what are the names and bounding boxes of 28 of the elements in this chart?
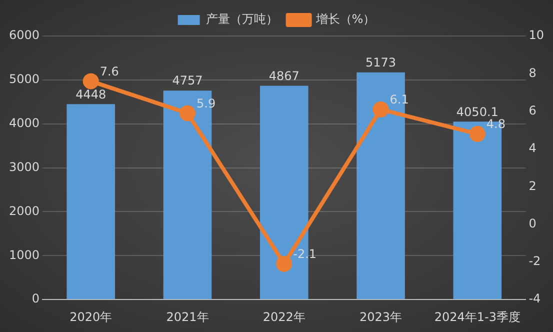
y2-tick-label: 2	[528, 178, 536, 193]
y2-tick-label: -4	[528, 292, 541, 306]
legend-label: 产量（万吨）	[206, 12, 278, 26]
data-label: 4867	[268, 68, 300, 83]
y2-tick-label: 6	[528, 103, 536, 118]
y2-tick-label: -2	[528, 254, 541, 268]
legend-label: 增长（%）	[314, 12, 376, 26]
data-label: 5173	[366, 55, 396, 70]
y-tick-label: 3000	[8, 160, 40, 174]
y-tick-label: 0	[32, 292, 40, 306]
y2-tick-label: 4	[528, 141, 536, 156]
data-label: 4757	[172, 74, 203, 88]
data-label: 4448	[76, 87, 106, 102]
x-tick-label: 2024年1-3季度	[434, 310, 520, 324]
y2-tick-label: 8	[528, 66, 536, 80]
x-tick-label: 2020年	[70, 310, 112, 324]
x-tick-label: 2022年	[262, 310, 306, 324]
y-tick-label: 4000	[8, 116, 40, 130]
y2-tick-label: 10	[528, 28, 544, 42]
data-label: 7.6	[100, 64, 119, 78]
data-label: 4050.1	[456, 104, 498, 119]
y-tick-label: 1000	[8, 248, 40, 262]
y2-tick-label: 0	[528, 216, 536, 230]
y-tick-label: 2000	[8, 204, 40, 218]
x-tick-label: 2023年	[360, 310, 402, 324]
x-tick-label: 2021年	[166, 310, 209, 324]
y-tick-label: 6000	[8, 28, 40, 42]
y-tick-label: 5000	[8, 72, 40, 86]
